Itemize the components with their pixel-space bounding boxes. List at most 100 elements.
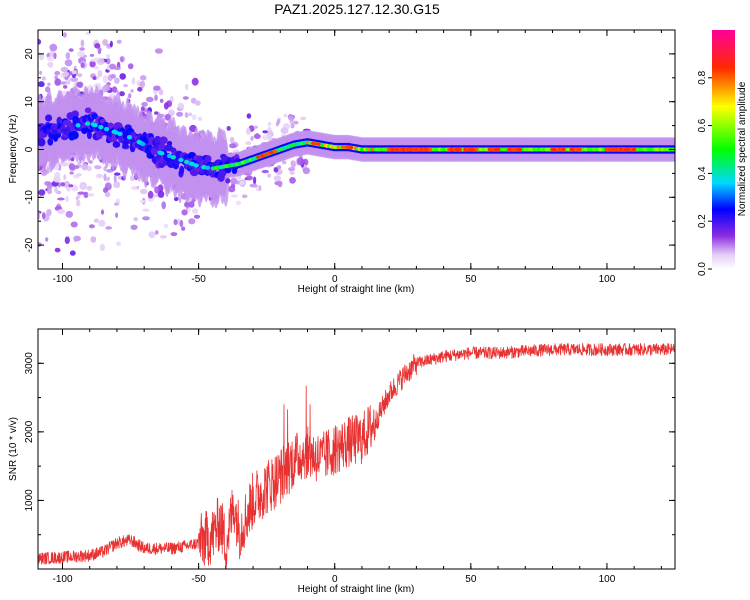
heatmap-cell: [246, 113, 252, 119]
heatmap-cell: [188, 201, 195, 208]
heatmap-cell: [45, 237, 49, 242]
heatmap-cell: [140, 80, 145, 89]
heatmap-cell: [261, 169, 269, 174]
heatmap-cell: [226, 125, 231, 131]
heatmap-cell: [68, 48, 74, 52]
heatmap-cell: [41, 212, 46, 220]
heatmap-cell: [65, 30, 68, 31]
heatmap-cell: [94, 165, 102, 170]
heatmap-cell: [187, 207, 192, 213]
heatmap-cell: [293, 120, 299, 125]
heatmap-cell: [182, 96, 189, 100]
x-tick-label: 50: [465, 574, 477, 585]
heatmap-cell: [253, 133, 261, 140]
colorbar-gradient: [712, 30, 735, 269]
heatmap-cell: [296, 157, 305, 166]
heatmap-cell: [109, 63, 117, 70]
heatmap-cell: [262, 130, 268, 134]
y-tick-label: -10: [24, 190, 35, 205]
heatmap-cell: [110, 73, 116, 79]
heatmap-cell: [245, 141, 252, 146]
heatmap-cell: [65, 195, 69, 203]
heatmap-cell: [236, 200, 241, 206]
heatmap-cell: [38, 242, 42, 247]
snr-x-axis-label: Height of straight line (km): [298, 584, 415, 595]
heatmap-cell: [38, 138, 46, 147]
figure-title: PAZ1.2025.127.12.30.G15: [274, 1, 440, 17]
heatmap-cell: [205, 165, 211, 170]
heatmap-cell: [176, 111, 184, 117]
heatmap-cell: [140, 141, 146, 147]
heatmap-cell: [97, 173, 102, 178]
y-tick-label: 3000: [24, 352, 35, 375]
heatmap-cell: [65, 52, 71, 60]
heatmap-cell: [170, 155, 176, 160]
heatmap-cell: [229, 136, 235, 144]
heatmap-cell: [74, 165, 80, 169]
heatmap-cell: [84, 107, 92, 114]
x-tick-label: -100: [52, 274, 72, 285]
y-tick-label: 0: [24, 146, 35, 152]
heatmap-cell: [427, 147, 433, 152]
x-tick-label: 0: [332, 274, 338, 285]
snr-panel: -100 -50 0 50 100 1000 2000 3000 Height of stra…: [8, 328, 676, 595]
heatmap-cell: [69, 250, 76, 256]
heatmap-cell: [116, 241, 121, 247]
heatmap-cell: [273, 167, 279, 173]
heatmap-cell: [577, 147, 582, 152]
heatmap-cell: [253, 125, 258, 129]
heatmap-cell: [130, 185, 139, 190]
heatmap-cell: [173, 219, 178, 226]
heatmap-cell: [282, 160, 287, 165]
heatmap-cell: [77, 191, 86, 195]
heatmap-cell: [139, 75, 147, 81]
heatmap-cell: [76, 173, 82, 177]
heatmap-cell: [141, 101, 149, 107]
colorbar-label: Normalized spectral amplitude: [737, 81, 748, 216]
heatmap-cell: [103, 187, 109, 194]
heatmap-cell: [81, 127, 88, 134]
heatmap-cell: [93, 0, 99, 6]
heatmap-cell: [280, 127, 289, 134]
heatmap-cell: [290, 123, 295, 129]
heatmap-cell: [151, 147, 157, 156]
heatmap-cell: [245, 175, 253, 181]
heatmap-cell: [348, 146, 354, 150]
snr-ticks: -100 -50 0 50 100 1000 2000 3000: [24, 328, 675, 585]
heatmap-cell: [114, 202, 119, 206]
heatmap-cell: [561, 147, 566, 152]
heatmap-cell: [191, 114, 197, 121]
heatmap-cell: [273, 175, 282, 182]
heatmap-cell: [45, 114, 53, 122]
heatmap-cell: [170, 232, 178, 237]
heatmap-cell: [47, 82, 51, 86]
heatmap-cell: [193, 214, 201, 219]
heatmap-cell: [163, 223, 169, 229]
heatmap-cell: [57, 209, 66, 215]
heatmap-cell: [54, 247, 61, 253]
heatmap-cell: [105, 226, 113, 230]
y-tick-label: 20: [24, 48, 35, 60]
x-tick-label: 0: [332, 574, 338, 585]
heatmap-cell: [114, 77, 120, 84]
heatmap-cell: [79, 47, 85, 51]
colorbar: 0.0 0.2 0.4 0.6 0.8 Normalized spectral ampl…: [697, 30, 748, 276]
heatmap-cell: [127, 63, 134, 70]
heatmap-cell: [137, 86, 143, 92]
heatmap-cell: [117, 131, 123, 136]
heatmap-cell: [60, 66, 69, 73]
heatmap-cell: [197, 116, 203, 122]
heatmap-cell: [302, 167, 311, 175]
heatmap-cell: [195, 100, 201, 106]
colorbar-tick-label: 0.6: [697, 118, 708, 132]
x-tick-label: 100: [599, 574, 616, 585]
heatmap-cell: [190, 97, 197, 104]
heatmap-cell: [96, 57, 105, 65]
heatmap-cell: [94, 66, 100, 70]
heatmap-cell: [189, 124, 197, 133]
heatmap-cell: [119, 73, 126, 80]
heatmap-cell: [272, 149, 277, 153]
colorbar-tick-label: 0.0: [697, 262, 708, 276]
